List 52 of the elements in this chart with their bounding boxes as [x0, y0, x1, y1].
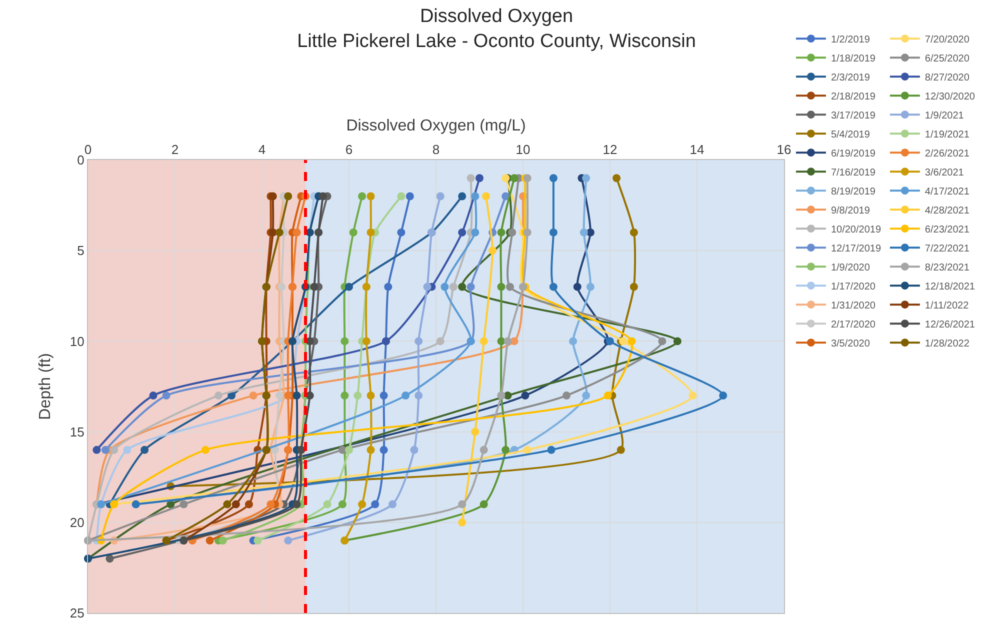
chart-title: Dissolved Oxygen	[420, 6, 574, 28]
legend-label: 2/3/2019	[830, 72, 870, 84]
legend-label: 6/23/2021	[924, 224, 970, 236]
x-tick-label: 14	[690, 142, 704, 157]
x-tick-label: 8	[432, 142, 440, 157]
legend-label: 1/9/2020	[830, 262, 870, 274]
x-tick-label: 12	[602, 142, 618, 157]
x-tick-label: 6	[345, 142, 353, 157]
legend-label: 7/22/2021	[924, 244, 970, 254]
legend-label: 2/26/2021	[924, 148, 970, 160]
x-tick-label: 2	[171, 142, 179, 157]
y-axis-title: Depth (ft)	[36, 353, 54, 420]
legend-label: 10/20/2019	[830, 224, 882, 236]
y-tick-label: 25	[70, 606, 84, 621]
chart-subtitle: Little Pickerel Lake - Oconto County, Wisconsin	[297, 30, 696, 52]
legend-label: 12/30/2020	[924, 92, 976, 102]
legend-label: 1/28/2022	[924, 338, 970, 350]
legend-label: 8/23/2021	[924, 262, 970, 274]
x-tick-label: 10	[516, 142, 530, 157]
legend-label: 1/19/2021	[924, 130, 970, 140]
x-axis-title: Dissolved Oxygen (mg/L)	[346, 118, 526, 135]
legend-label: 1/17/2020	[830, 282, 876, 292]
legend-label: 2/17/2020	[830, 320, 876, 330]
legend-label: 3/5/2020	[830, 338, 870, 350]
y-tick-label: 15	[70, 424, 84, 440]
x-tick-label: 4	[258, 142, 266, 157]
legend-label: 9/8/2019	[830, 206, 870, 216]
legend-label: 4/28/2021	[924, 206, 970, 216]
legend-label: 7/16/2019	[830, 168, 876, 178]
legend-label: 6/25/2020	[924, 54, 970, 64]
y-tick-label: 20	[70, 514, 84, 530]
legend-label: 5/4/2019	[830, 130, 870, 140]
legend-label: 12/18/2021	[924, 282, 976, 292]
legend-label: 12/17/2019	[830, 244, 882, 254]
legend-label: 1/9/2021	[924, 110, 964, 122]
legend-label: 1/31/2020	[830, 300, 876, 312]
legend-label: 1/18/2019	[830, 54, 876, 64]
legend-label: 8/19/2019	[830, 186, 876, 198]
legend-label: 6/19/2019	[830, 148, 876, 160]
x-tick-label: 16	[776, 142, 792, 157]
legend-label: 8/27/2020	[924, 72, 970, 84]
legend-label: 7/20/2020	[924, 34, 970, 46]
legend-label: 2/18/2019	[830, 92, 876, 102]
legend-label: 3/17/2019	[830, 110, 876, 122]
legend-label: 4/17/2021	[924, 186, 970, 198]
legend-label: 1/2/2019	[830, 34, 870, 46]
y-tick-label: 5	[77, 243, 84, 258]
legend-label: 1/11/2022	[924, 300, 970, 312]
legend-label: 3/6/2021	[924, 168, 964, 178]
legend-label: 12/26/2021	[924, 320, 976, 330]
y-tick-label: 10	[70, 334, 84, 349]
y-tick-label: 0	[77, 152, 84, 168]
